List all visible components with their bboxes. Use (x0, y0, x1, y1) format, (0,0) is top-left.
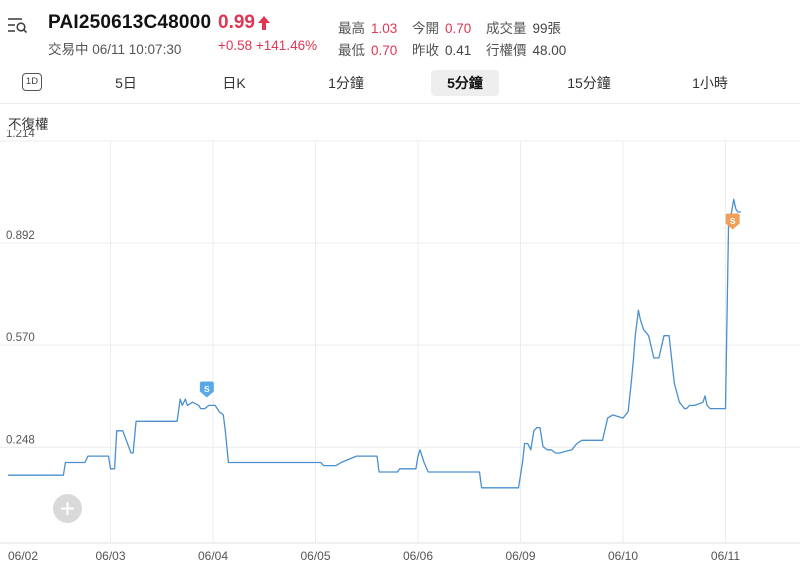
price-line (8, 198, 741, 489)
tab-15-min[interactable]: 15分鐘 (567, 75, 611, 91)
tab-daily-k[interactable]: 日K (222, 75, 246, 91)
chart-markers: SS (199, 213, 740, 398)
stat-low: 最低 0.70 (338, 43, 398, 58)
marker-pin (199, 381, 214, 398)
x-tick-label: 06/03 (95, 549, 125, 563)
tab-5-min[interactable]: 5分鐘 (431, 70, 499, 96)
x-tick-label: 06/02 (8, 549, 38, 563)
x-tick-label: 06/11 (711, 549, 740, 563)
signal-marker: S (199, 381, 214, 398)
price-series (8, 198, 741, 489)
x-tick-label: 06/06 (403, 549, 433, 563)
arrow-up-icon (258, 16, 270, 30)
timeframe-tabs: 1D 5日 日K 1分鐘 5分鐘 15分鐘 1小時 (0, 68, 800, 98)
add-indicator-button[interactable] (53, 494, 82, 523)
y-tick-label: 0.248 (6, 434, 35, 446)
tab-1d-icon[interactable]: 1D (22, 73, 42, 91)
x-tick-label: 06/09 (505, 549, 535, 563)
stat-open: 今開 0.70 (412, 21, 472, 36)
y-axis-labels: 1.214 0.892 0.570 0.248 (6, 130, 35, 446)
marker-pin (725, 213, 740, 230)
y-tick-label: 1.214 (6, 130, 35, 140)
stat-prev-close: 昨收 0.41 (412, 43, 472, 58)
marker-label: S (730, 216, 736, 226)
plus-icon (61, 502, 74, 515)
last-price: 0.99 (218, 12, 255, 33)
x-tick-label: 06/10 (608, 549, 638, 563)
menu-search-icon[interactable] (6, 16, 28, 34)
tab-1-min[interactable]: 1分鐘 (328, 75, 364, 91)
stat-strike: 行權價 48.00 (486, 43, 567, 58)
x-tick-label: 06/04 (198, 549, 228, 563)
price-change: +0.58 +141.46% (218, 38, 318, 53)
marker-label: S (204, 384, 210, 394)
chart-grid (0, 140, 800, 544)
quote-header: PAI250613C48000 交易中 06/11 10:07:30 0.99 … (0, 0, 800, 62)
tab-1-hour[interactable]: 1小時 (692, 75, 728, 91)
option-symbol: PAI250613C48000 (48, 12, 212, 33)
signal-marker: S (725, 213, 740, 230)
y-tick-label: 0.570 (6, 332, 35, 344)
x-axis-labels: 06/02 06/03 06/04 06/05 06/06 06/09 06/10 06/11 (8, 549, 740, 563)
x-tick-label: 06/05 (300, 549, 330, 563)
price-adjust-label[interactable]: 不復權 (8, 117, 49, 132)
stat-high: 最高 1.03 (338, 21, 398, 36)
y-tick-label: 0.892 (6, 230, 35, 242)
tab-5-day[interactable]: 5日 (115, 75, 137, 91)
stat-volume: 成交量 99張 (486, 21, 562, 36)
header-divider (0, 103, 800, 104)
trading-status: 交易中 06/11 10:07:30 (48, 42, 182, 57)
